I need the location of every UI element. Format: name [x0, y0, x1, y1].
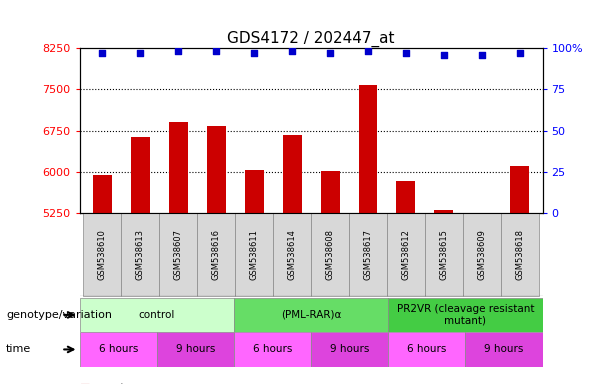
- Text: GSM538608: GSM538608: [326, 229, 335, 280]
- Text: GSM538617: GSM538617: [364, 229, 373, 280]
- Point: [249, 50, 259, 56]
- Bar: [397, 180, 416, 213]
- Text: PR2VR (cleavage resistant
mutant): PR2VR (cleavage resistant mutant): [397, 304, 534, 326]
- FancyBboxPatch shape: [83, 213, 121, 296]
- Text: (PML-RAR)α: (PML-RAR)α: [281, 310, 341, 320]
- Bar: [169, 122, 188, 213]
- FancyBboxPatch shape: [463, 213, 501, 296]
- Text: 6 hours: 6 hours: [407, 344, 446, 354]
- Text: 9 hours: 9 hours: [176, 344, 215, 354]
- Text: GSM538609: GSM538609: [478, 229, 486, 280]
- FancyBboxPatch shape: [121, 213, 159, 296]
- Bar: [245, 170, 264, 213]
- FancyBboxPatch shape: [387, 213, 425, 296]
- FancyBboxPatch shape: [234, 332, 311, 367]
- Title: GDS4172 / 202447_at: GDS4172 / 202447_at: [227, 30, 395, 46]
- FancyBboxPatch shape: [425, 213, 463, 296]
- Text: GSM538614: GSM538614: [287, 229, 297, 280]
- Bar: [131, 137, 150, 213]
- FancyBboxPatch shape: [234, 298, 388, 332]
- Text: GSM538612: GSM538612: [402, 229, 411, 280]
- FancyBboxPatch shape: [388, 332, 465, 367]
- Text: GSM538616: GSM538616: [211, 229, 221, 280]
- Point: [135, 50, 145, 56]
- Point: [173, 48, 183, 55]
- Text: control: control: [139, 310, 175, 320]
- Bar: [207, 126, 226, 213]
- Text: 6 hours: 6 hours: [99, 344, 138, 354]
- Text: GSM538613: GSM538613: [136, 229, 145, 280]
- Text: GSM538611: GSM538611: [249, 229, 259, 280]
- FancyBboxPatch shape: [501, 213, 539, 296]
- FancyBboxPatch shape: [157, 332, 234, 367]
- Bar: [359, 85, 378, 213]
- Point: [439, 51, 449, 58]
- Bar: [510, 166, 529, 213]
- FancyBboxPatch shape: [80, 332, 157, 367]
- Point: [363, 48, 373, 55]
- FancyBboxPatch shape: [197, 213, 235, 296]
- FancyBboxPatch shape: [80, 298, 234, 332]
- FancyBboxPatch shape: [388, 298, 543, 332]
- Point: [515, 50, 525, 56]
- Bar: [93, 175, 112, 213]
- FancyBboxPatch shape: [311, 213, 349, 296]
- Bar: [321, 171, 340, 213]
- FancyBboxPatch shape: [273, 213, 311, 296]
- Bar: [283, 135, 302, 213]
- Point: [325, 50, 335, 56]
- Text: 6 hours: 6 hours: [253, 344, 292, 354]
- Text: time: time: [6, 344, 31, 354]
- Text: count: count: [95, 383, 124, 384]
- Text: ■: ■: [80, 383, 90, 384]
- Point: [211, 48, 221, 55]
- Text: genotype/variation: genotype/variation: [6, 310, 112, 320]
- Text: 9 hours: 9 hours: [330, 344, 370, 354]
- Point: [401, 50, 411, 56]
- Text: GSM538618: GSM538618: [516, 229, 524, 280]
- Text: GSM538615: GSM538615: [440, 229, 448, 280]
- Text: GSM538607: GSM538607: [174, 229, 183, 280]
- Point: [97, 50, 107, 56]
- Text: GSM538610: GSM538610: [98, 229, 107, 280]
- FancyBboxPatch shape: [349, 213, 387, 296]
- FancyBboxPatch shape: [235, 213, 273, 296]
- FancyBboxPatch shape: [311, 332, 388, 367]
- Point: [477, 51, 487, 58]
- Bar: [435, 210, 454, 213]
- Text: 9 hours: 9 hours: [484, 344, 524, 354]
- FancyBboxPatch shape: [465, 332, 543, 367]
- Point: [287, 48, 297, 55]
- FancyBboxPatch shape: [159, 213, 197, 296]
